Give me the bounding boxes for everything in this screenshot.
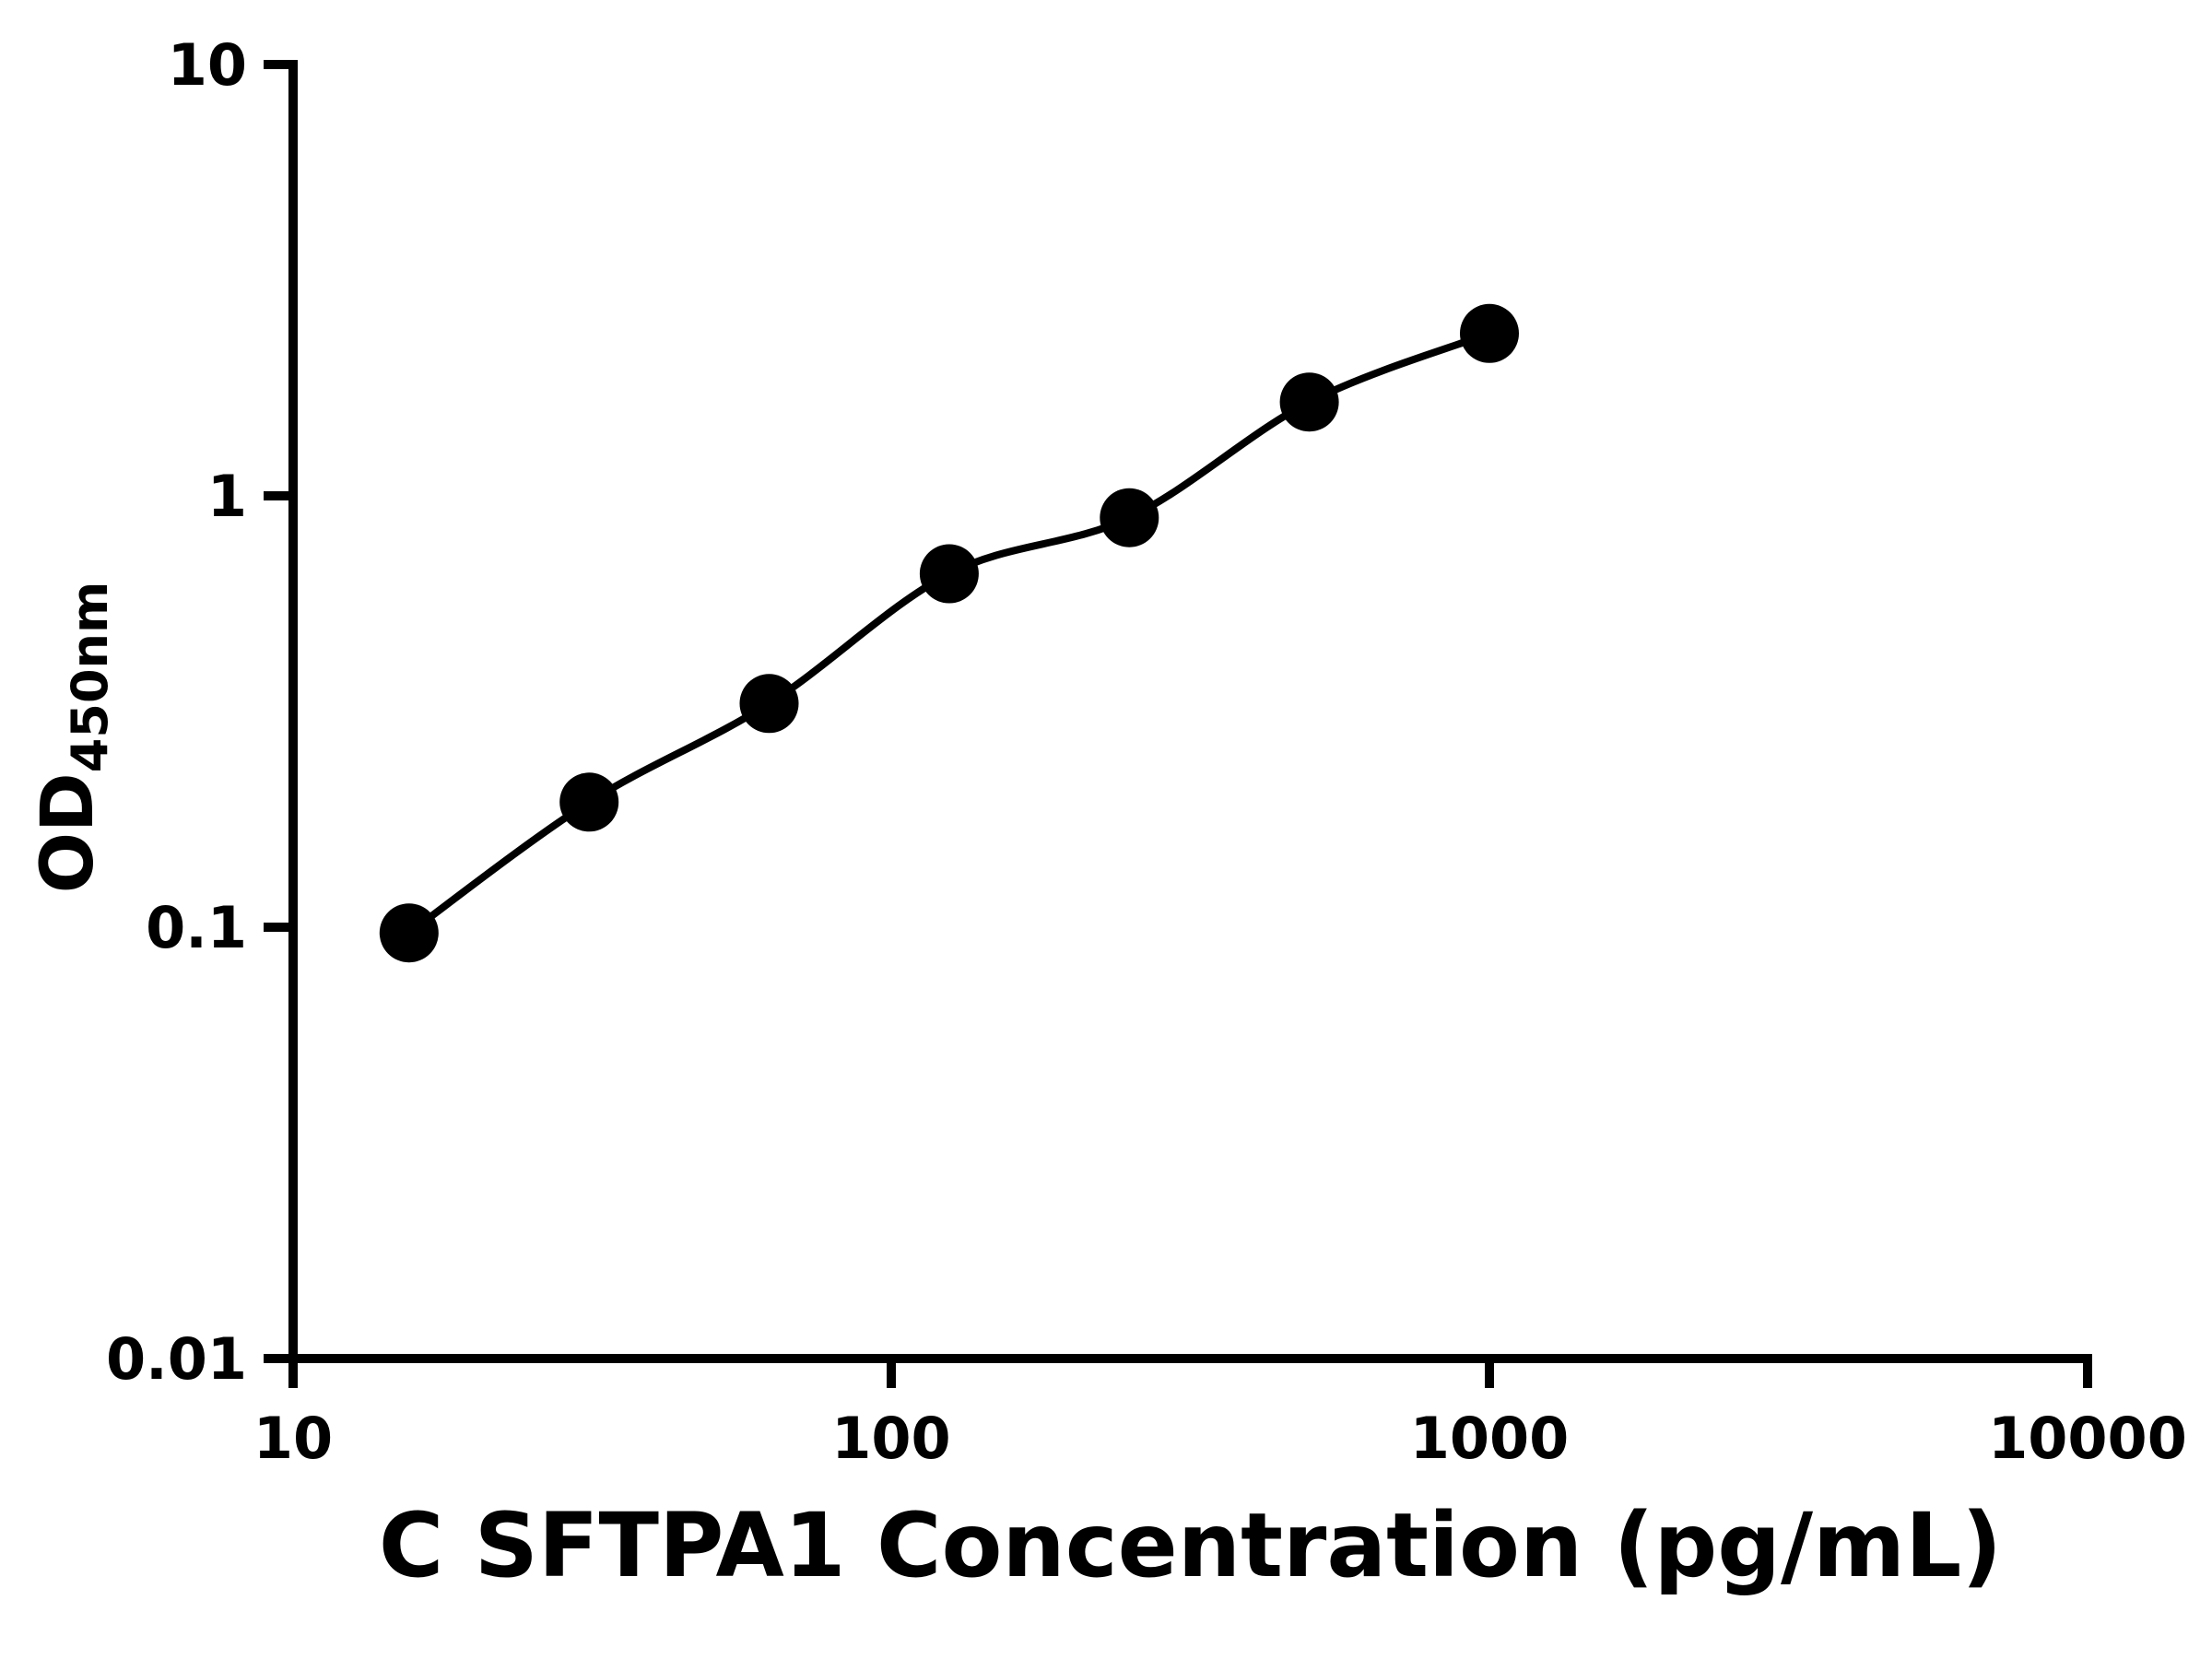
data-point-marker — [1100, 488, 1159, 547]
data-point-marker — [1460, 303, 1519, 363]
y-axis-title-main: OD — [27, 772, 110, 893]
y-axis-tick-label: 10 — [168, 31, 247, 99]
x-axis-tick-label: 100 — [831, 1405, 950, 1472]
y-axis-title: OD450nm — [27, 582, 119, 894]
y-axis-title-subscript: 450nm — [61, 582, 119, 772]
data-point-marker — [1279, 372, 1339, 432]
x-axis-tick-label: 1000 — [1410, 1405, 1570, 1472]
y-axis-tick-label: 0.1 — [146, 894, 247, 961]
data-point-marker — [379, 903, 439, 963]
data-point-marker — [739, 674, 799, 734]
y-axis-tick-label: 0.01 — [106, 1325, 247, 1393]
y-axis-tick-label: 1 — [207, 463, 247, 530]
data-point-marker — [919, 544, 979, 604]
data-point-marker — [559, 772, 619, 832]
x-axis-tick-label: 10000 — [1988, 1405, 2187, 1472]
x-axis-title: C SFTPA1 Concentration (pg/mL) — [379, 1494, 2002, 1597]
x-axis-tick-label: 10 — [253, 1405, 333, 1472]
